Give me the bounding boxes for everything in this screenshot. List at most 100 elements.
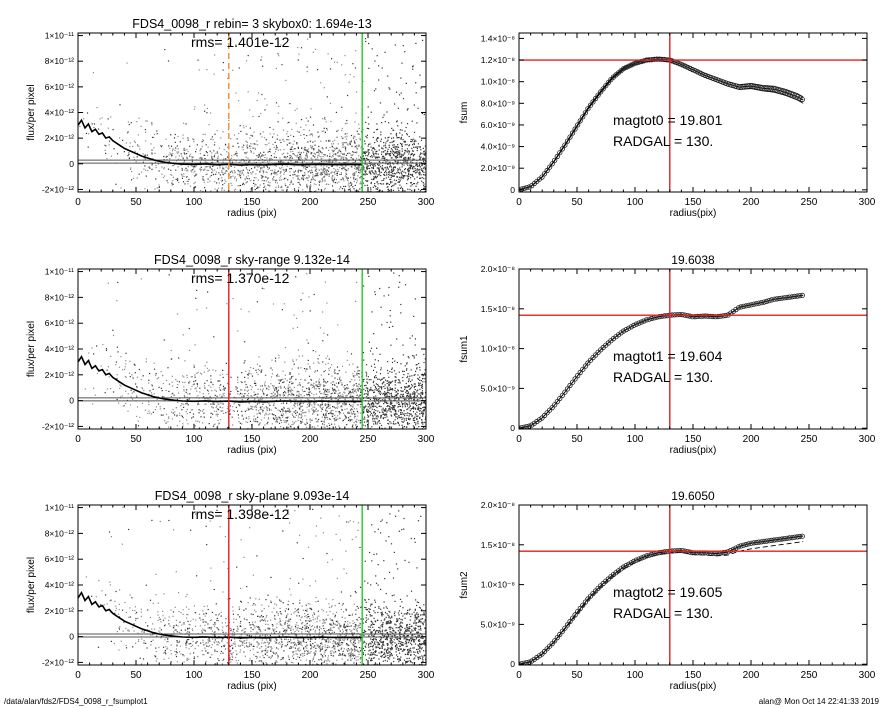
scatter-point: [238, 175, 240, 177]
scatter-point: [309, 368, 311, 370]
scatter-point: [181, 403, 183, 405]
scatter-point: [413, 421, 416, 423]
scatter-point: [391, 181, 393, 183]
scatter-point: [398, 371, 400, 373]
scatter-point: [376, 156, 378, 158]
scatter-point: [314, 156, 316, 158]
scatter-point: [370, 431, 371, 432]
scatter-point: [382, 413, 384, 416]
scatter-point: [246, 133, 248, 135]
scatter-point: [148, 382, 150, 384]
scatter-point: [327, 391, 329, 393]
scatter-point: [415, 42, 417, 44]
scatter-point: [183, 122, 185, 124]
scatter-point: [240, 381, 242, 383]
scatter-point: [376, 55, 378, 57]
scatter-point: [379, 189, 381, 191]
scatter-point: [316, 414, 319, 416]
scatter-point: [354, 160, 357, 162]
scatter-point: [349, 74, 351, 76]
scatter-point: [185, 167, 187, 169]
scatter-point: [302, 391, 304, 393]
scatter-point: [354, 141, 356, 143]
scatter-point: [178, 436, 179, 437]
scatter-point: [414, 403, 417, 405]
scatter-point: [342, 144, 344, 146]
scatter-point: [181, 416, 183, 418]
scatter-point: [196, 383, 198, 385]
scatter-point: [395, 150, 397, 152]
scatter-point: [280, 141, 282, 144]
scatter-point: [357, 386, 359, 388]
scatter-point: [345, 154, 347, 156]
scatter-point: [372, 167, 375, 169]
scatter-point: [349, 412, 351, 414]
scatter-point: [104, 149, 106, 151]
scatter-point: [117, 351, 119, 353]
scatter-point: [306, 422, 308, 424]
scatter-point: [314, 370, 316, 372]
scatter-point: [259, 152, 262, 154]
scatter-point: [367, 150, 369, 152]
scatter-point: [330, 200, 331, 201]
scatter-point: [255, 162, 257, 164]
scatter-point: [190, 376, 192, 378]
scatter-point: [352, 161, 354, 164]
scatter-point: [334, 215, 335, 216]
scatter-point: [379, 102, 382, 104]
plot-area-left2: [78, 269, 426, 438]
scatter-point: [306, 151, 308, 153]
scatter-point: [238, 173, 240, 175]
scatter-point: [390, 171, 392, 174]
scatter-point: [181, 167, 183, 170]
scatter-point: [324, 117, 326, 119]
scatter-point: [413, 417, 415, 419]
scatter-point: [307, 394, 309, 396]
scatter-point: [387, 75, 389, 77]
scatter-point: [168, 417, 170, 419]
scatter-point: [339, 427, 341, 429]
scatter-point: [202, 437, 203, 438]
scatter-point: [395, 432, 396, 433]
scatter-point: [235, 180, 237, 182]
scatter-point: [261, 399, 263, 401]
scatter-point: [238, 146, 240, 148]
scatter-point: [358, 155, 360, 157]
scatter-point: [401, 420, 403, 423]
scatter-point: [330, 411, 332, 413]
scatter-point: [322, 423, 324, 425]
scatter-point: [266, 407, 268, 409]
scatter-point: [423, 426, 425, 428]
scatter-point: [282, 409, 284, 411]
scatter-point: [143, 168, 145, 170]
scatter-point: [243, 362, 245, 364]
scatter-point: [271, 373, 273, 375]
scatter-point: [341, 168, 343, 170]
scatter-point: [386, 392, 388, 394]
scatter-point: [250, 405, 252, 407]
scatter-point: [261, 136, 263, 138]
scatter-point: [202, 139, 204, 141]
scatter-point: [387, 137, 389, 139]
scatter-point: [319, 181, 321, 183]
scatter-point: [415, 402, 417, 404]
scatter-point: [397, 144, 399, 146]
scatter-point: [303, 149, 306, 151]
scatter-point: [423, 167, 425, 169]
scatter-point: [318, 378, 320, 380]
scatter-point: [352, 137, 355, 139]
scatter-point: [388, 146, 390, 148]
scatter-point: [129, 168, 132, 170]
scatter-point: [180, 153, 182, 155]
scatter-point: [320, 158, 322, 160]
scatter-point: [266, 394, 268, 396]
scatter-point: [340, 173, 342, 175]
scatter-point: [298, 425, 300, 427]
scatter-point: [269, 182, 271, 184]
scatter-point: [293, 416, 295, 418]
scatter-point: [221, 395, 223, 397]
scatter-point: [276, 387, 278, 389]
scatter-point: [131, 171, 133, 173]
scatter-point: [331, 178, 333, 180]
scatter-point: [153, 147, 155, 149]
